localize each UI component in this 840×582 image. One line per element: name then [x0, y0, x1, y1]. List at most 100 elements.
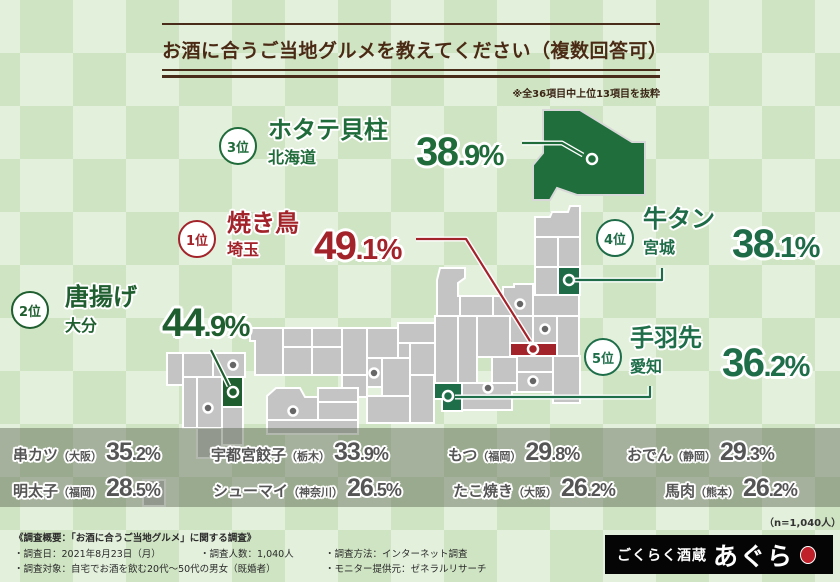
pref-iwate — [557, 236, 581, 268]
leader-line-saitama — [416, 237, 531, 342]
pref-kagoshima — [196, 427, 223, 459]
rank-1-food: 焼き鳥 — [227, 209, 299, 237]
pref-tokushima — [317, 401, 359, 421]
logo-large-text: あぐら — [713, 541, 795, 571]
pref-nagasaki — [182, 352, 214, 378]
pref-okinawa — [142, 479, 166, 507]
rank-1-prefecture: 埼玉 — [227, 240, 260, 259]
pref-wakayama — [366, 395, 411, 424]
pref-hiroshima — [282, 346, 313, 376]
pref-shiga — [409, 342, 436, 376]
pref-nara — [381, 357, 411, 397]
rank-2-percent: 44.9% — [162, 301, 251, 345]
pref-saga — [166, 352, 184, 386]
pref-gifu — [434, 315, 459, 384]
pref-ibaraki — [556, 315, 580, 357]
rank-item: もつ （福岡） 29.8% — [448, 438, 580, 466]
map-dot-aichi — [441, 389, 455, 403]
rank-4-food: 牛タン — [643, 205, 715, 233]
survey-count: ・調査人数：1,040人 — [200, 549, 294, 560]
survey-heading: 《調査概要：「お酒に合うご当地グルメ」に関する調査》 — [14, 533, 257, 544]
rank-item: シューマイ （神奈川） 26.5% — [213, 474, 402, 502]
pref-ishikawa — [436, 267, 466, 317]
rank-2-prefecture: 大分 — [65, 316, 98, 335]
other-ranks-band — [0, 428, 840, 507]
logo-small-text: ごくらく酒蔵 — [617, 547, 707, 564]
pref-yamanashi — [491, 356, 518, 384]
pref-kochi — [266, 419, 359, 435]
page-title: お酒に合うご当地グルメを教えてください（複数回答可） — [162, 40, 668, 62]
leader-line-aichi — [455, 386, 652, 399]
pref-kyoto-n — [397, 342, 411, 359]
map-dot-kumamoto — [202, 402, 214, 414]
rank-4-prefecture: 宮城 — [643, 238, 676, 257]
rank-badge-5: 5位 — [584, 338, 622, 376]
map-dot-osaka — [368, 367, 380, 379]
pref-toyama — [459, 295, 494, 317]
pref-yamagata — [534, 266, 559, 296]
rank-5-percent: 36.2% — [722, 341, 811, 385]
pref-tottori — [311, 327, 343, 348]
rank-1-percent: 49.1% — [314, 224, 403, 268]
rank-3-prefecture: 北海道 — [268, 148, 317, 167]
pref-miyazaki — [221, 406, 244, 446]
pref-tokyo — [516, 355, 554, 373]
pref-akita — [534, 236, 559, 268]
rank-3-food: ホタテ貝柱 — [268, 116, 388, 144]
survey-provider: ・モニター提供元：ゼネラルリサーチ — [325, 564, 487, 575]
rank-item: 馬肉 （熊本） 26.2% — [665, 474, 798, 502]
header-rule-thin — [162, 69, 660, 71]
header-rule-top — [162, 23, 660, 25]
map-dot-tochigi — [539, 323, 551, 335]
map-dot-kanagawa — [527, 375, 539, 387]
map-dot-shikoku — [287, 405, 299, 417]
map-dot-shizuoka — [482, 382, 494, 394]
rank-item: おでん （静岡） 29.3% — [627, 438, 775, 466]
sample-size: （n=1,040人） — [764, 518, 840, 529]
rank-badge-2: 2位 — [11, 291, 49, 329]
leader-line-oita — [210, 349, 230, 387]
seal-icon — [800, 545, 817, 564]
rank-item: たこ焼き （大阪） 26.2% — [453, 474, 616, 502]
pref-tochigi — [532, 315, 558, 344]
rank-2-food: 唐揚げ — [65, 283, 137, 311]
rank-5-prefecture: 愛知 — [630, 357, 663, 376]
subtitle-note: ※全36項目中上位13項目を抜粋 — [512, 89, 660, 100]
leader-line-miyagi — [575, 268, 664, 282]
pref-okayama — [311, 346, 343, 376]
map-dot-hokkaido — [585, 152, 599, 166]
rank-4-percent: 38.1% — [732, 222, 821, 266]
pref-fukui — [397, 322, 436, 344]
pref-kagawa — [317, 387, 359, 403]
survey-method: ・調査方法：インターネット調査 — [325, 549, 468, 560]
map-dot-niigata — [514, 298, 526, 310]
rank-item: 宇都宮餃子 （栃木） 33.9% — [211, 438, 389, 466]
header-rule-thick — [162, 75, 660, 78]
pref-nagasaki-s — [182, 376, 198, 429]
survey-target: ・調査対象：自宅でお酒を飲む20代～50代の男女（既婚者） — [14, 564, 276, 575]
rank-3-percent: 38.9% — [416, 130, 505, 174]
pref-nagano — [476, 315, 511, 358]
pref-aomori — [534, 205, 581, 238]
map-dot-fukuoka — [227, 359, 239, 371]
rank-badge-3: 3位 — [219, 127, 257, 165]
pref-yamaguchi — [249, 327, 284, 376]
map-dot-miyagi — [562, 273, 576, 287]
leader-line-hokkaido — [522, 141, 584, 156]
map-dot-saitama — [526, 342, 540, 356]
map-dot-oita — [226, 385, 240, 399]
pref-hyogo — [341, 327, 368, 376]
brand-logo: ごくらく酒蔵 あぐら — [605, 535, 833, 574]
pref-nagano-w — [457, 315, 478, 384]
survey-date: ・調査日：2021年8月23日（月） — [14, 549, 161, 560]
pref-kyoto — [366, 327, 399, 359]
rank-badge-1: 1位 — [178, 220, 216, 258]
rank-badge-4: 4位 — [596, 219, 634, 257]
rank-5-food: 手羽先 — [630, 324, 702, 352]
rank-item: 明太子 （福岡） 28.5% — [13, 474, 161, 502]
rank-item: 串カツ （大阪） 35.2% — [13, 438, 161, 466]
pref-fukushima — [532, 294, 580, 317]
pref-mie — [409, 374, 435, 424]
